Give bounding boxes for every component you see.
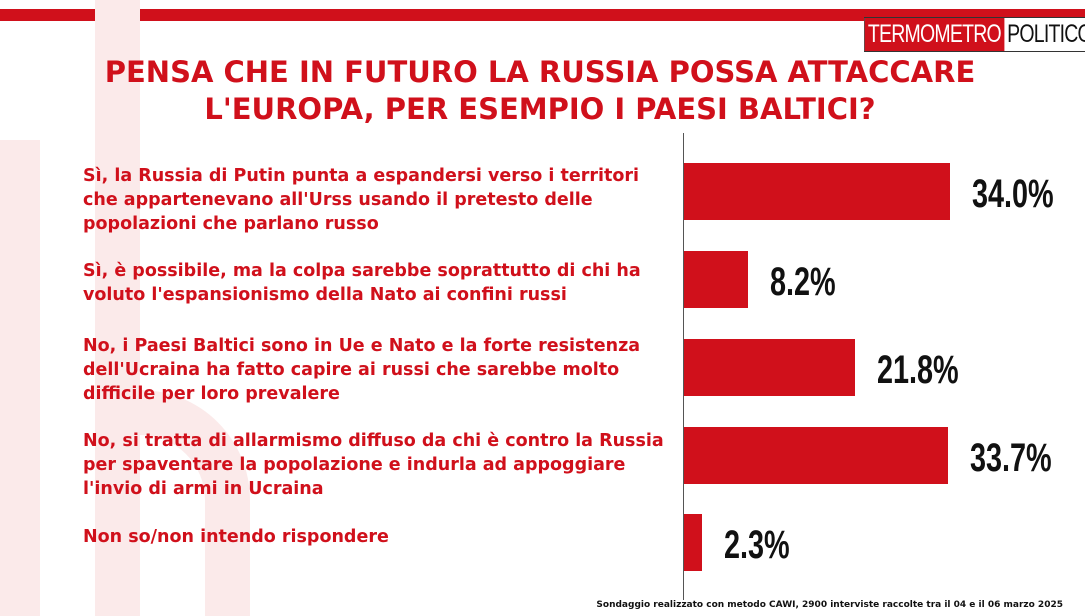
row-label-1: Sì, la Russia di Putin punta a espanders…: [83, 166, 639, 234]
row-label-4: No, si tratta di allarmismo diffuso da c…: [83, 431, 664, 499]
bar-value-label-1: 34.0%: [972, 171, 1054, 216]
row-label-3: No, i Paesi Baltici sono in Ue e Nato e …: [83, 336, 641, 404]
bar-2: [684, 251, 748, 308]
row-label-2: Sì, è possibile, ma la colpa sarebbe sop…: [83, 261, 641, 305]
chart-title: PENSA CHE IN FUTURO LA RUSSIA POSSA ATTA…: [104, 55, 976, 126]
bar-1: [684, 163, 950, 220]
logo-part-politico: POLITICO: [1007, 20, 1085, 48]
bar-5: [684, 514, 702, 571]
bar-value-label-3: 21.8%: [877, 347, 959, 392]
top-red-band: [0, 9, 1085, 21]
bar-value-label-4: 33.7%: [970, 435, 1052, 480]
termometro-politico-logo: TERMOMETRO POLITICO: [864, 17, 1085, 52]
row-label-5: Non so/non intendo rispondere: [83, 527, 389, 547]
bar-value-label-2: 8.2%: [770, 259, 836, 304]
survey-footnote: Sondaggio realizzato con metodo CAWI, 29…: [596, 600, 1063, 610]
logo-part-termometro: TERMOMETRO: [864, 18, 1005, 51]
bar-3: [684, 339, 855, 396]
bar-4: [684, 427, 948, 484]
bar-value-label-5: 2.3%: [724, 522, 790, 567]
background-watermark: [0, 0, 250, 616]
axis-line: [683, 133, 684, 600]
